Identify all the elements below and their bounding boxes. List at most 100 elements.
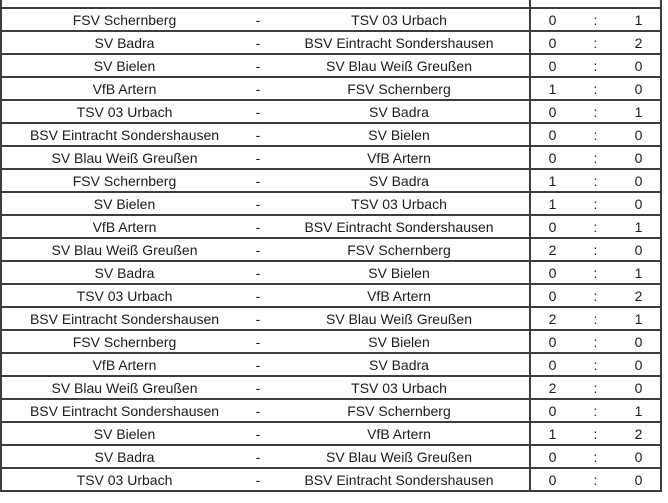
match-row: SV Badra - BSV Eintracht Sondershausen 0… xyxy=(2,32,660,55)
score-colon: : xyxy=(593,333,598,350)
score-colon: : xyxy=(593,310,598,327)
home-score: 2 xyxy=(548,379,557,396)
home-team: VfB Artern xyxy=(92,80,157,97)
away-score xyxy=(617,0,660,7)
score-group: 0 : 1 xyxy=(529,9,660,30)
separator: - xyxy=(255,80,261,97)
away-team: SV Bielen xyxy=(368,264,430,281)
home-score: 0 xyxy=(548,287,557,304)
away-score: 1 xyxy=(634,310,643,327)
separator: - xyxy=(255,379,261,396)
home-score: 0 xyxy=(548,126,557,143)
away-team: BSV Eintracht Sondershausen xyxy=(304,34,494,51)
separator: - xyxy=(255,149,261,166)
home-score: 0 xyxy=(548,149,557,166)
home-team: SV Bielen xyxy=(93,425,156,442)
score-colon: : xyxy=(593,34,598,51)
separator: - xyxy=(255,195,261,212)
home-score: 1 xyxy=(548,425,557,442)
home-score: 0 xyxy=(548,11,557,28)
away-score: 2 xyxy=(634,287,643,304)
away-team: BSV Eintracht Sondershausen xyxy=(304,471,494,488)
separator: - xyxy=(255,471,261,488)
home-score: 0 xyxy=(548,448,557,465)
score-colon: : xyxy=(593,11,598,28)
score-colon: : xyxy=(593,103,598,120)
match-row: SV Badra - SV Blau Weiß Greußen 0 : 0 xyxy=(2,446,660,469)
home-team: FSV Schernberg xyxy=(72,11,177,28)
separator xyxy=(247,0,269,7)
separator: - xyxy=(255,448,261,465)
home-score: 0 xyxy=(548,356,557,373)
separator: - xyxy=(255,34,261,51)
home-team: SV Blau Weiß Greußen xyxy=(51,149,198,166)
score-group: 0 : 1 xyxy=(529,216,660,237)
away-score: 1 xyxy=(634,264,643,281)
match-row: FSV Schernberg - SV Bielen 0 : 0 xyxy=(2,331,660,354)
match-row: TSV 03 Urbach - SV Badra 0 : 1 xyxy=(2,101,660,124)
results-table-body: FSV Schernberg - TSV 03 Urbach 0 : 1 SV … xyxy=(2,9,660,492)
home-team: BSV Eintracht Sondershausen xyxy=(29,126,220,143)
match-row: SV Bielen - TSV 03 Urbach 1 : 0 xyxy=(2,193,660,216)
away-team: SV Badra xyxy=(369,103,429,120)
away-score: 0 xyxy=(634,379,643,396)
separator: - xyxy=(255,287,261,304)
home-team: SV Badra xyxy=(94,264,155,281)
away-score: 1 xyxy=(634,402,643,419)
score-group: 0 : 1 xyxy=(529,400,660,421)
separator: - xyxy=(255,356,261,373)
away-team: SV Badra xyxy=(369,172,429,189)
away-team: SV Bielen xyxy=(368,333,430,350)
separator: - xyxy=(255,11,261,28)
score-group: 1 : 0 xyxy=(529,78,660,99)
home-score: 0 xyxy=(548,57,557,74)
match-row: BSV Eintracht Sondershausen - SV Bielen … xyxy=(2,124,660,147)
home-team: TSV 03 Urbach xyxy=(76,287,173,304)
home-team: FSV Schernberg xyxy=(72,333,177,350)
away-team: TSV 03 Urbach xyxy=(351,195,447,212)
home-score: 0 xyxy=(548,103,557,120)
match-row: SV Bielen - SV Blau Weiß Greußen 0 : 0 xyxy=(2,55,660,78)
score-group: 0 : 1 xyxy=(529,262,660,283)
away-score: 0 xyxy=(634,57,643,74)
separator: - xyxy=(255,241,261,258)
home-team: SV Badra xyxy=(94,34,155,51)
match-row: FSV Schernberg - SV Badra 1 : 0 xyxy=(2,170,660,193)
away-score: 0 xyxy=(634,80,643,97)
score-colon: : xyxy=(593,195,598,212)
match-row: SV Badra - SV Bielen 0 : 1 xyxy=(2,262,660,285)
score-colon: : xyxy=(593,425,598,442)
score-colon: : xyxy=(593,149,598,166)
match-row: BSV Eintracht Sondershausen - SV Blau We… xyxy=(2,308,660,331)
home-score: 0 xyxy=(548,402,557,419)
away-score: 0 xyxy=(634,195,643,212)
score-group xyxy=(529,0,660,7)
match-row: SV Blau Weiß Greußen - VfB Artern 0 : 0 xyxy=(2,147,660,170)
away-team: FSV Schernberg xyxy=(347,402,451,419)
away-score: 1 xyxy=(634,103,643,120)
separator: - xyxy=(255,218,261,235)
score-colon: : xyxy=(593,57,598,74)
score-colon: : xyxy=(593,172,598,189)
separator: - xyxy=(255,57,261,74)
score-colon: : xyxy=(593,287,598,304)
away-team xyxy=(269,0,529,7)
separator: - xyxy=(255,126,261,143)
home-score: 0 xyxy=(548,264,557,281)
home-team: TSV 03 Urbach xyxy=(76,103,173,120)
separator: - xyxy=(255,172,261,189)
score-colon: : xyxy=(593,402,598,419)
score-group: 1 : 0 xyxy=(529,193,660,214)
home-score: 2 xyxy=(548,310,557,327)
match-row: FSV Schernberg - TSV 03 Urbach 0 : 1 xyxy=(2,9,660,32)
home-team: SV Blau Weiß Greußen xyxy=(51,379,198,396)
away-team: SV Badra xyxy=(369,356,429,373)
home-team: TSV 03 Urbach xyxy=(76,471,173,488)
away-score: 0 xyxy=(634,471,643,488)
away-team: SV Blau Weiß Greußen xyxy=(325,310,473,327)
away-score: 0 xyxy=(634,448,643,465)
separator: - xyxy=(255,333,261,350)
home-score: 1 xyxy=(548,80,557,97)
home-score: 1 xyxy=(548,195,557,212)
score-group: 1 : 2 xyxy=(529,423,660,444)
